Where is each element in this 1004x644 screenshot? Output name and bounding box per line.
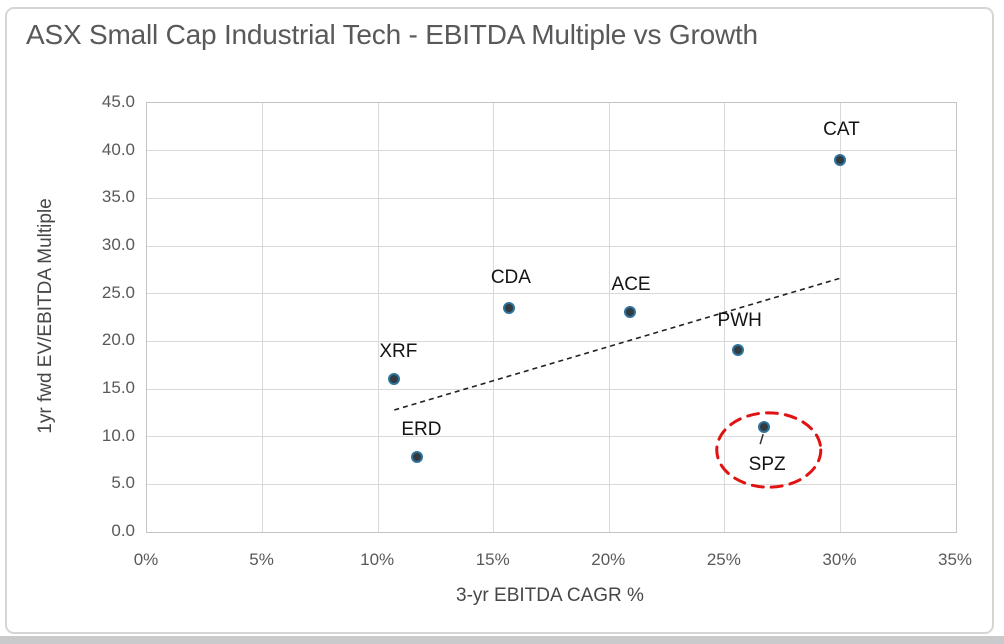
data-point-CDA bbox=[503, 302, 516, 315]
x-tick-label-10%: 10% bbox=[360, 550, 395, 569]
data-point-label-CAT: CAT bbox=[823, 119, 860, 141]
data-point-label-XRF: XRF bbox=[379, 341, 418, 363]
trendline bbox=[394, 276, 843, 411]
y-tick-label-20.0: 20.0 bbox=[101, 330, 135, 350]
data-point-ERD bbox=[410, 451, 423, 464]
x-tick-label-0%: 0% bbox=[133, 550, 159, 569]
y-tick-label-5.0: 5.0 bbox=[111, 473, 135, 493]
data-point-label-SPZ: SPZ bbox=[748, 454, 786, 476]
gridline-y-20.0 bbox=[147, 340, 956, 342]
x-tick-label-5%: 5% bbox=[249, 550, 274, 569]
x-tick-label-15%: 15% bbox=[475, 550, 510, 569]
gridline-y-40.0 bbox=[147, 150, 956, 152]
data-point-SPZ bbox=[757, 420, 770, 433]
data-point-CAT bbox=[833, 153, 846, 166]
gridline-x-20% bbox=[608, 103, 610, 532]
chart-card: ASX Small Cap Industrial Tech - EBITDA M… bbox=[5, 7, 994, 634]
y-tick-label-15.0: 15.0 bbox=[101, 378, 135, 397]
data-point-XRF bbox=[387, 372, 400, 385]
gridline-y-10.0 bbox=[147, 436, 956, 438]
data-point-label-ERD: ERD bbox=[401, 418, 442, 440]
chart-title: ASX Small Cap Industrial Tech - EBITDA M… bbox=[26, 19, 758, 50]
y-tick-label-10.0: 10.0 bbox=[101, 425, 135, 445]
plot-area: XRF ERD CDA ACE PWH SPZ CAT bbox=[146, 102, 957, 533]
window-bottom-edge bbox=[0, 636, 1004, 644]
y-tick-label-35.0: 35.0 bbox=[101, 187, 135, 207]
y-tick-label-0.0: 0.0 bbox=[111, 521, 135, 540]
gridline-y-15.0 bbox=[147, 388, 956, 390]
x-tick-label-30%: 30% bbox=[822, 550, 857, 569]
y-tick-label-40.0: 40.0 bbox=[101, 139, 135, 159]
y-tick-label-25.0: 25.0 bbox=[101, 282, 135, 302]
data-point-PWH bbox=[732, 344, 745, 357]
chart-overlay bbox=[394, 276, 843, 489]
gridline-x-30% bbox=[839, 103, 841, 532]
gridline-x-10% bbox=[377, 103, 379, 532]
data-point-ACE bbox=[623, 306, 636, 319]
x-tick-label-35%: 35% bbox=[937, 550, 973, 569]
y-tick-label-30.0: 30.0 bbox=[101, 235, 135, 254]
x-tick-label-20%: 20% bbox=[591, 550, 626, 569]
gridline-y-30.0 bbox=[147, 245, 956, 247]
y-tick-label-45.0: 45.0 bbox=[101, 92, 135, 111]
gridline-x-15% bbox=[493, 103, 495, 532]
gridline-y-25.0 bbox=[147, 293, 956, 295]
gridline-y-35.0 bbox=[147, 197, 956, 199]
gridline-x-5% bbox=[262, 103, 264, 532]
data-point-label-PWH: PWH bbox=[717, 309, 762, 331]
data-point-label-ACE: ACE bbox=[611, 273, 651, 295]
x-axis-title: 3-yr EBITDA CAGR % bbox=[456, 585, 644, 606]
y-axis-title: 1yr fwd EV/EBITDA Multiple bbox=[35, 198, 56, 434]
data-point-label-CDA: CDA bbox=[490, 266, 531, 288]
x-tick-label-25%: 25% bbox=[706, 550, 741, 569]
gridline-y-5.0 bbox=[147, 483, 956, 485]
